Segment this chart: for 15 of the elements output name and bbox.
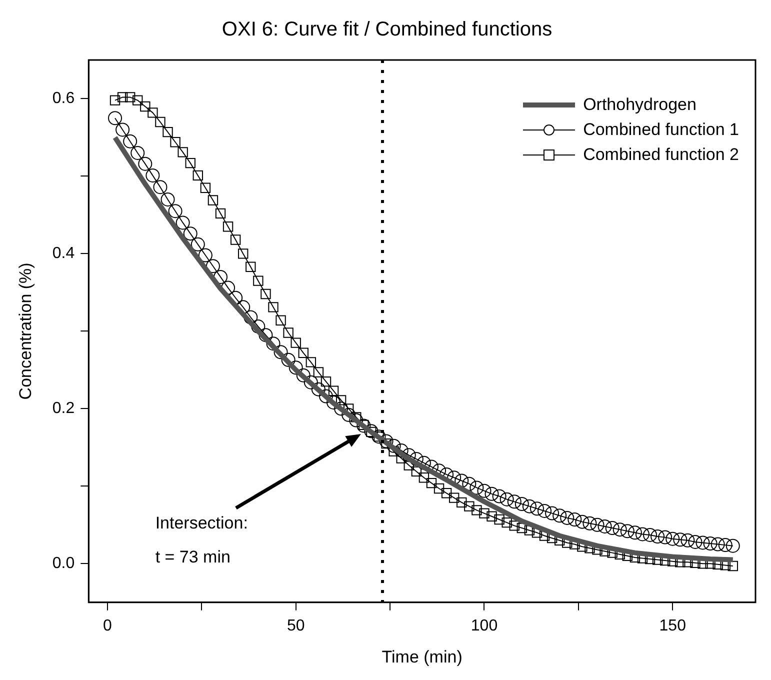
x-tick-label: 50 — [286, 617, 305, 634]
legend-label: Orthohydrogen — [583, 94, 696, 114]
y-tick-label: 0.2 — [52, 400, 75, 418]
legend-label: Combined function 1 — [583, 120, 739, 140]
y-tick-label: 0.4 — [52, 245, 75, 262]
x-tick-label: 150 — [659, 617, 686, 634]
x-axis-title: Time (min) — [382, 647, 462, 666]
y-tick-label: 0.6 — [52, 90, 75, 108]
x-tick-label: 100 — [470, 617, 498, 634]
chart-title: OXI 6: Curve fit / Combined functions — [222, 18, 552, 41]
x-tick-label: 0 — [103, 617, 112, 634]
y-axis-title: Concentration (%) — [16, 262, 35, 400]
y-tick-label: 0.0 — [52, 555, 75, 572]
legend-label: Combined function 2 — [583, 144, 739, 164]
annotation: Intersection: t = 73 min — [155, 513, 248, 566]
